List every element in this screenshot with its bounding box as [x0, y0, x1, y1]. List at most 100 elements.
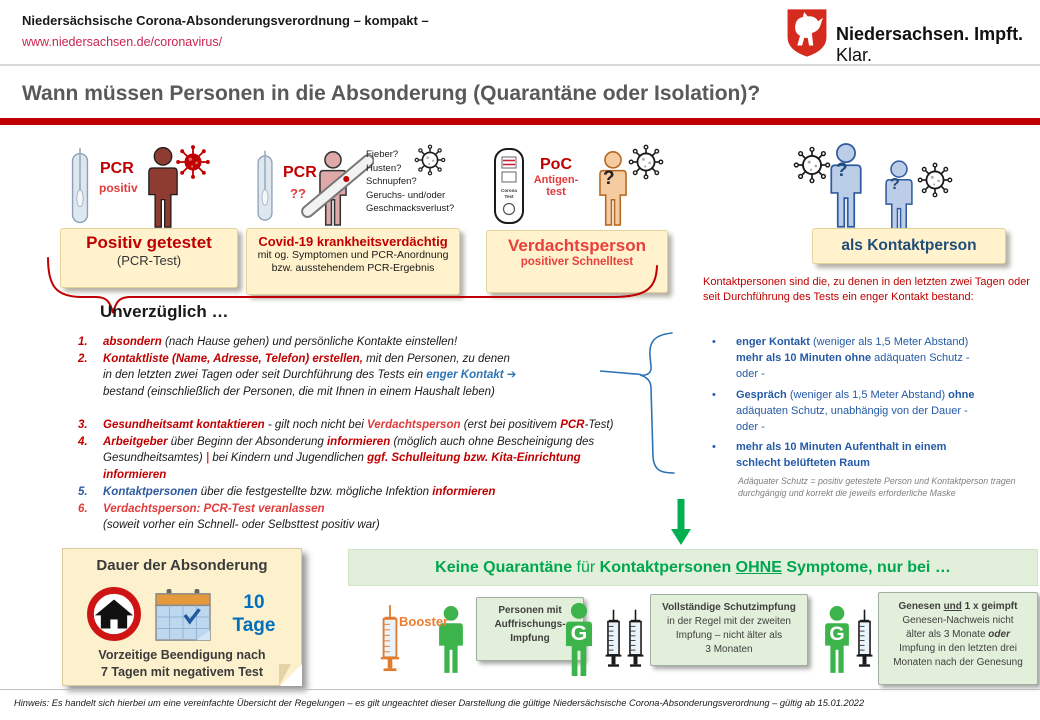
- list-item-text: Kontaktliste (Name, Adresse, Telefon) er…: [103, 353, 517, 398]
- list-item-text: Gesundheitsamt kontaktieren - gilt noch …: [103, 419, 614, 431]
- list-item-number: 4.: [78, 436, 88, 448]
- symptom-line: Geruchs- und/oder: [366, 189, 446, 201]
- symptom-line: Schnupfen?: [366, 176, 417, 187]
- stay-home-sign-icon: [85, 585, 143, 643]
- duration-days-unit: Tage: [232, 615, 276, 636]
- thermometer-icon: [301, 154, 374, 218]
- case-box-contact: als Kontaktperson: [812, 228, 1006, 264]
- niedersachsen-coat-of-arms-icon: [787, 9, 827, 57]
- coronavirus-url-link[interactable]: www.niedersachsen.de/coronavirus/: [22, 35, 223, 49]
- vaccinated-person-g-icon: G: [565, 602, 593, 677]
- virus-outline-icon: [917, 162, 953, 198]
- list-item-3: 3. Gesundheitsamt kontaktieren - gilt no…: [78, 417, 688, 433]
- syringe-icon: [855, 608, 874, 667]
- contact-bullet-1: • enger Kontakt (weniger als 1,5 Meter A…: [706, 335, 1036, 382]
- question-mark-overlay: ?: [603, 168, 615, 189]
- list-item-number: 3.: [78, 419, 88, 431]
- contact-person-icon: [885, 160, 913, 235]
- list-item-number: 1.: [78, 336, 88, 348]
- list-item-text: Verdachtsperson: PCR-Test veranlassen (so…: [103, 503, 380, 532]
- question-mark-overlay: ?: [890, 176, 900, 193]
- list-item-number: 2.: [78, 353, 88, 365]
- contact-bullet-2: • Gespräch (weniger als 1,5 Meter Abstan…: [706, 388, 1036, 435]
- list-item-5: 5. Kontaktpersonen über die festgestellt…: [78, 484, 688, 500]
- list-item-number: 5.: [78, 486, 88, 498]
- exemption-box-full-vaccination: Vollständige Schutzimpfung in der Regel m…: [650, 594, 808, 666]
- bullet-dot: •: [712, 336, 716, 348]
- pcr-swab-tube-icon: [257, 150, 273, 221]
- symptom-line: Geschmacksverlust?: [366, 203, 455, 214]
- duration-note-text: Vorzeitige Beendigung nach 7 Tagen mit n…: [63, 647, 301, 681]
- list-item-4: 4. Arbeitgeber über Beginn der Absonderu…: [78, 434, 688, 483]
- poc-label-block: PoC Antigen- test: [524, 156, 588, 198]
- logo-wordmark-bold: Niedersachsen. Impft.: [836, 24, 1024, 44]
- case-box-suspected-illness-sub2: bzw. ausstehendem PCR-Ergebnis: [271, 262, 435, 274]
- case-box-suspected-illness-title: Covid-19 krankheitsverdächtig: [258, 234, 448, 249]
- virus-icon: [175, 144, 211, 180]
- symptom-line: Husten?: [366, 162, 402, 174]
- exemption-box-recovered: Genesen und 1 x geimpft Genesen-Nachweis …: [878, 592, 1038, 685]
- antigen-test-cassette-icon: [494, 148, 524, 224]
- document-title: Niedersächsische Corona-Absonderungsvero…: [22, 13, 429, 28]
- antigen-label-1: Antigen-: [533, 174, 579, 186]
- duration-note-line2: 7 Tagen mit negativem Test: [100, 665, 264, 679]
- list-item-number: 6.: [78, 503, 88, 515]
- list-item-text: absondern (nach Hause gehen) und persönl…: [103, 336, 458, 348]
- page-title: Wann müssen Personen in die Absonderung …: [22, 82, 761, 105]
- list-item-1: 1. absondern (nach Hause gehen) und pers…: [78, 334, 688, 350]
- question-mark-overlay: ?: [836, 160, 848, 181]
- list-item-6: 6. Verdachtsperson: PCR-Test veranlassen…: [78, 501, 688, 534]
- list-item-2: 2. Kontaktliste (Name, Adresse, Telefon)…: [78, 351, 688, 400]
- contact-bullet-text: Gespräch (weniger als 1,5 Meter Abstand)…: [736, 389, 975, 433]
- vaccinated-person-icon: [439, 606, 463, 673]
- list-item-text: Arbeitgeber über Beginn der Absonderung …: [103, 436, 595, 481]
- duration-days: 10 Tage: [219, 591, 289, 637]
- footer-disclaimer: Hinweis: Es handelt sich hierbei um eine…: [14, 698, 865, 708]
- logo-wordmark: Niedersachsen. Impft. Klar.: [836, 24, 1040, 66]
- contact-bullet-text: mehr als 10 Minuten Aufenthalt in einem s…: [736, 441, 947, 469]
- pcr-label: PCR: [100, 160, 134, 177]
- pcr-swab-tube-icon: [71, 148, 89, 224]
- duration-note-title: Dauer der Absonderung: [96, 557, 268, 574]
- case-box-suspect-title: Verdachtsperson: [508, 236, 646, 255]
- virus-outline-icon: [414, 144, 446, 176]
- case-box-suspected-illness: Covid-19 krankheitsverdächtig mit og. Sy…: [246, 228, 460, 295]
- g-letter: G: [829, 623, 844, 645]
- g-letter: G: [571, 621, 588, 645]
- contact-person-icon: [830, 143, 862, 228]
- virus-outline-icon: [628, 144, 664, 180]
- adequate-protection-footnote: Adäquater Schutz = positiv getestete Per…: [738, 476, 1016, 498]
- antigen-label-2: test: [546, 186, 566, 198]
- recovered-person-g-icon: G: [825, 606, 849, 673]
- footer-divider: [0, 689, 1040, 690]
- booster-label: Booster: [399, 614, 449, 629]
- booster-syringe-icon: [379, 603, 401, 672]
- syringe-icon: [626, 608, 645, 667]
- duration-note: Dauer der Absonderung 10 Tage Vorzeitige…: [62, 548, 302, 686]
- case-box-suspect-sub: positiver Schnelltest: [520, 256, 634, 268]
- bullet-dot: •: [712, 389, 716, 401]
- syringe-icon: [604, 608, 623, 667]
- pcr-label: PCR: [283, 164, 317, 181]
- pcr-unknown-label: ??: [290, 186, 306, 201]
- logo-wordmark-regular: Klar.: [836, 45, 873, 65]
- case-box-contact-title: als Kontaktperson: [841, 237, 977, 254]
- case-box-suspect: Verdachtsperson positiver Schnelltest: [486, 230, 668, 293]
- immediately-heading: Unverzüglich …: [100, 302, 229, 321]
- case-box-positive: Positiv getestet (PCR-Test): [60, 228, 238, 288]
- pcr-positive-label: positiv: [99, 181, 138, 195]
- symptom-line: Fieber?: [366, 149, 399, 160]
- case-box-positive-sub: (PCR-Test): [116, 253, 182, 268]
- calendar-check-icon: [154, 589, 212, 642]
- symptom-question-list: Fieber? Husten? Schnupfen? Geruchs- und/…: [366, 148, 474, 216]
- contact-definition-intro: Kontaktpersonen sind die, zu denen in de…: [703, 276, 1030, 303]
- bullet-dot: •: [712, 441, 716, 453]
- list-item-text: Kontaktpersonen über die festgestellte b…: [103, 486, 496, 498]
- no-quarantine-banner: Keine Quarantäne für Kontaktpersonen OHN…: [348, 549, 1038, 586]
- poc-label: PoC: [540, 156, 572, 173]
- duration-days-value: 10: [243, 592, 265, 613]
- case-box-suspected-illness-sub1: mit og. Symptomen und PCR-Anordnung: [257, 249, 449, 261]
- contact-bullet-3: • mehr als 10 Minuten Aufenthalt in eine…: [706, 440, 1036, 472]
- case-box-positive-title: Positiv getestet: [86, 233, 212, 252]
